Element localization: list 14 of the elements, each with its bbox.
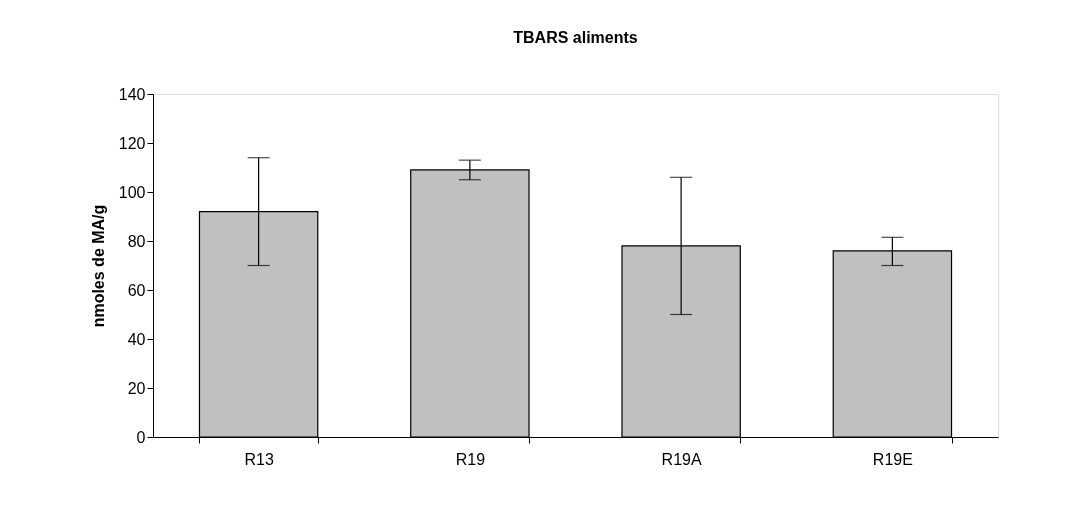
y-tick-label: 140 xyxy=(118,85,146,103)
y-tick-label: 80 xyxy=(127,232,146,250)
y-tick-label: 0 xyxy=(136,428,146,446)
y-tick-label: 120 xyxy=(118,134,146,152)
y-tick-label: 40 xyxy=(127,330,146,348)
y-tick-label: 60 xyxy=(127,281,146,299)
y-tick-label: 20 xyxy=(127,379,146,397)
x-tick-label: R19A xyxy=(661,450,702,468)
x-tick-label: R13 xyxy=(244,450,274,468)
chart-title: TBARS aliments xyxy=(513,29,638,46)
x-tick-label: R19 xyxy=(455,450,486,468)
x-tick-label: R19E xyxy=(872,450,913,468)
y-tick-label: 100 xyxy=(118,183,146,201)
y-axis-title: nmoles de MA/g xyxy=(89,204,107,328)
